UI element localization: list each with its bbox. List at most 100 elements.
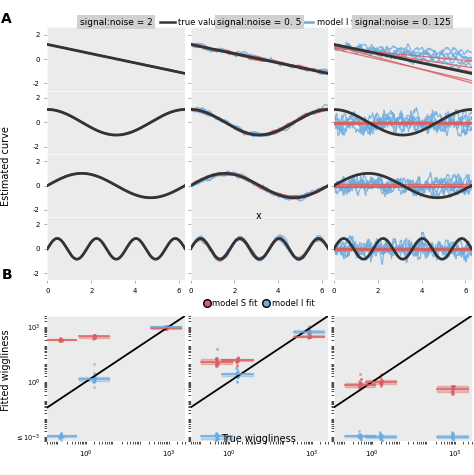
Point	[57, 430, 65, 437]
Point	[233, 357, 240, 364]
Point	[449, 390, 456, 398]
Point	[90, 375, 98, 383]
Point	[212, 362, 220, 370]
Title: signal:noise = 2: signal:noise = 2	[80, 18, 153, 27]
Point	[234, 370, 242, 377]
Point	[91, 332, 99, 340]
Point	[450, 382, 457, 390]
Point	[377, 435, 384, 443]
Point	[214, 362, 221, 370]
Point	[162, 323, 170, 331]
Point	[448, 430, 456, 437]
Point	[163, 323, 171, 330]
Legend: model S fit, model I fit: model S fit, model I fit	[201, 295, 318, 311]
Point	[377, 434, 385, 442]
Point	[162, 325, 170, 332]
Point	[378, 377, 385, 384]
Point	[357, 381, 365, 389]
Point	[235, 371, 242, 379]
Point	[449, 434, 456, 441]
Point	[357, 433, 365, 441]
Point	[356, 434, 364, 442]
Point	[357, 431, 365, 438]
Point	[90, 360, 97, 368]
Point	[449, 428, 456, 436]
Point	[449, 383, 456, 391]
Point	[57, 436, 65, 444]
Point	[357, 380, 365, 387]
Point	[305, 324, 312, 332]
Point	[233, 371, 241, 379]
Point	[162, 325, 169, 332]
Point	[90, 335, 98, 342]
Point	[212, 359, 220, 366]
Point	[59, 434, 67, 441]
Point	[56, 431, 64, 439]
Point	[57, 432, 65, 440]
Point	[233, 368, 241, 376]
Point	[57, 336, 64, 344]
Point	[357, 375, 365, 383]
Point	[90, 377, 98, 385]
Point	[161, 323, 169, 330]
Point	[305, 329, 312, 337]
Point	[213, 435, 221, 442]
Point	[213, 360, 220, 368]
Point	[305, 326, 313, 334]
Point	[305, 332, 313, 339]
Point	[377, 381, 384, 389]
Point	[376, 373, 384, 381]
Point	[233, 373, 241, 380]
Point	[213, 357, 220, 365]
Point	[448, 388, 456, 395]
Point	[307, 333, 314, 341]
Point	[356, 380, 364, 387]
Point	[377, 380, 385, 388]
Point	[379, 432, 387, 440]
Point	[305, 327, 312, 334]
Point	[212, 354, 220, 361]
Point	[213, 430, 220, 438]
Point	[234, 370, 241, 378]
Point	[233, 361, 241, 368]
Point	[90, 375, 98, 382]
Title: signal:noise = 0. 5: signal:noise = 0. 5	[217, 18, 302, 27]
Point	[91, 378, 99, 385]
Text: Estimated curve: Estimated curve	[0, 126, 11, 206]
Point	[448, 386, 456, 393]
Point	[306, 332, 314, 340]
Point	[234, 373, 242, 380]
Point	[55, 434, 63, 441]
Point	[448, 438, 456, 446]
Point	[57, 337, 65, 344]
Point	[448, 387, 456, 395]
Point	[306, 333, 314, 341]
Point	[90, 332, 97, 340]
Point	[56, 433, 64, 441]
Point	[233, 365, 240, 373]
Point	[233, 355, 241, 362]
Point	[162, 323, 169, 331]
Point	[213, 436, 220, 444]
Point	[91, 376, 98, 384]
Point	[163, 324, 171, 332]
Point	[234, 377, 241, 384]
Point	[357, 437, 365, 444]
Point	[212, 433, 220, 441]
Point	[377, 380, 385, 387]
Point	[234, 353, 242, 361]
Title: signal:noise = 0. 125: signal:noise = 0. 125	[355, 18, 451, 27]
Point	[306, 328, 313, 335]
Point	[306, 326, 313, 334]
Point	[212, 429, 219, 437]
Point	[233, 355, 241, 363]
Point	[232, 370, 240, 378]
Point	[90, 371, 98, 379]
Point	[305, 331, 312, 338]
Point	[305, 328, 312, 336]
Point	[448, 389, 456, 396]
Point	[306, 325, 313, 332]
Point	[212, 361, 220, 369]
Point	[356, 377, 363, 385]
Point	[214, 433, 221, 441]
